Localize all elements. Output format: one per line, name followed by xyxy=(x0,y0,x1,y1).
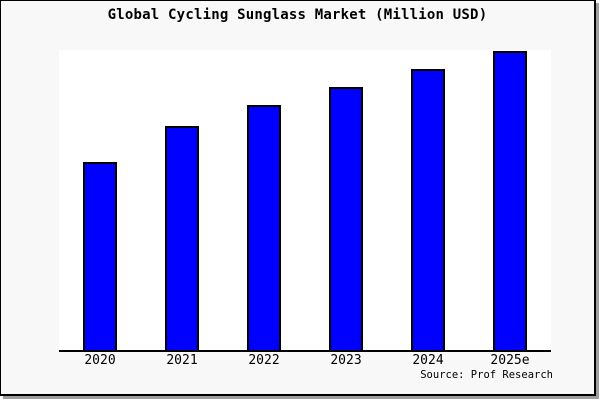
bar-2020 xyxy=(83,162,117,350)
plot-area xyxy=(59,50,551,352)
x-tick-label: 2020 xyxy=(84,353,116,368)
x-tick-label: 2023 xyxy=(330,353,362,368)
bars-row xyxy=(59,50,551,350)
x-tick-label: 2022 xyxy=(248,353,280,368)
bar-2021 xyxy=(165,126,199,350)
chart-title: Global Cycling Sunglass Market (Million … xyxy=(107,7,488,23)
bar-2024 xyxy=(411,69,445,350)
x-tick-label: 2024 xyxy=(412,353,444,368)
x-tick-label: 2025e xyxy=(490,353,530,368)
bar-2025e xyxy=(493,51,527,350)
bar-slot xyxy=(223,50,305,350)
bar-slot xyxy=(141,50,223,350)
bar-2022 xyxy=(247,105,281,350)
bar-slot xyxy=(469,50,551,350)
bar-slot xyxy=(387,50,469,350)
x-tick-label: 2021 xyxy=(166,353,198,368)
bar-slot xyxy=(305,50,387,350)
bar-slot xyxy=(59,50,141,350)
bar-2023 xyxy=(329,87,363,350)
xaxis-labels: 2020 2021 2022 2023 2024 2025e xyxy=(59,354,551,370)
source-note: Source: Prof Research xyxy=(420,369,553,381)
